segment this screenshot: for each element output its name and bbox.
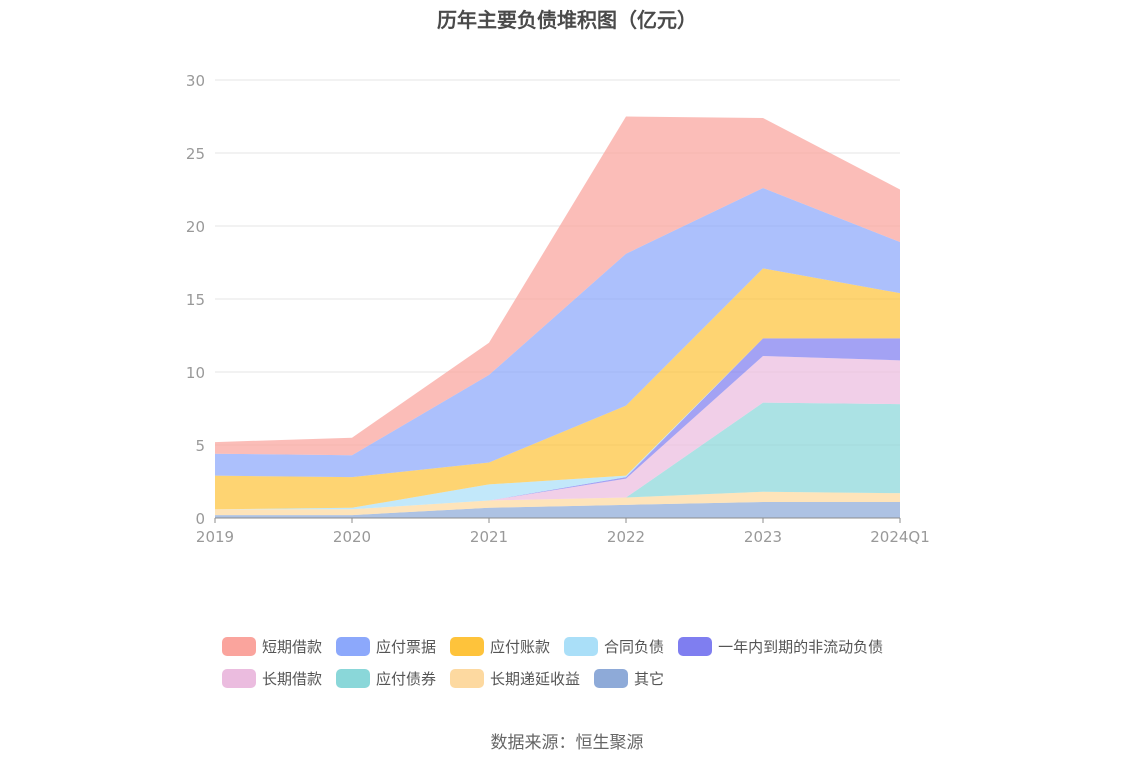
legend-label: 应付债券 <box>376 669 437 688</box>
legend-swatch <box>222 668 256 688</box>
chart-title: 历年主要负债堆积图（亿元） <box>437 8 697 32</box>
legend-swatch <box>678 636 713 656</box>
area-series-2 <box>215 402 900 510</box>
area-series-3 <box>215 355 900 510</box>
x-tick-label: 2022 <box>607 528 645 546</box>
legend-item-current-portion-noncurrent[interactable]: 一年内到期的非流动负债 <box>678 636 883 657</box>
data-source: 数据来源：恒生聚源 <box>490 733 644 753</box>
y-tick-label: 30 <box>186 72 205 90</box>
legend-row-1: 短期借款 应付票据 应付账款 合同负债 一年内到期的非流动负债 <box>222 630 942 662</box>
x-tick-label: 2020 <box>333 528 371 546</box>
legend-label: 应付票据 <box>376 637 437 656</box>
y-tick-label: 25 <box>186 145 205 163</box>
area-series-1 <box>215 491 900 516</box>
y-tick-label: 10 <box>186 364 205 382</box>
legend-item-others[interactable]: 其它 <box>594 668 664 689</box>
legend-label: 短期借款 <box>262 637 323 656</box>
stacked-area-chart: 0 5 10 15 20 25 30 2019 2020 2021 2022 2023 2024Q1 <box>186 72 930 546</box>
legend: 短期借款 应付票据 应付账款 合同负债 一年内到期的非流动负债 长期借款 应付债… <box>222 630 942 694</box>
y-tick-label: 15 <box>186 291 205 309</box>
legend-swatch <box>336 636 371 656</box>
area-series-4 <box>215 338 900 510</box>
legend-item-notes-payable[interactable]: 应付票据 <box>336 636 436 657</box>
area-series-6 <box>215 268 900 510</box>
legend-item-long-term-loans[interactable]: 长期借款 <box>222 668 322 689</box>
legend-item-deferred-income[interactable]: 长期递延收益 <box>450 668 580 689</box>
y-tick-label: 20 <box>186 218 205 236</box>
legend-row-2: 长期借款 应付债券 长期递延收益 其它 <box>222 662 942 694</box>
legend-label: 一年内到期的非流动负债 <box>718 637 884 656</box>
legend-item-short-term-loans[interactable]: 短期借款 <box>222 636 322 657</box>
legend-swatch <box>336 668 371 688</box>
area-series-7 <box>215 188 900 478</box>
x-tick-label: 2024Q1 <box>870 528 930 546</box>
legend-label: 其它 <box>634 669 665 688</box>
legend-swatch <box>450 668 485 688</box>
legend-item-accounts-payable[interactable]: 应付账款 <box>450 636 550 657</box>
legend-swatch <box>594 668 629 688</box>
x-tick-label: 2023 <box>744 528 782 546</box>
x-tick-label: 2019 <box>196 528 234 546</box>
legend-swatch <box>222 636 256 656</box>
legend-item-bonds-payable[interactable]: 应付债券 <box>336 668 436 689</box>
legend-label: 长期借款 <box>262 669 323 688</box>
legend-swatch <box>450 636 485 656</box>
legend-label: 合同负债 <box>604 637 665 656</box>
area-series-8 <box>215 116 900 456</box>
legend-item-contract-liabilities[interactable]: 合同负债 <box>564 636 664 657</box>
legend-label: 应付账款 <box>490 637 551 656</box>
legend-swatch <box>564 636 599 656</box>
y-tick-label: 5 <box>195 437 205 455</box>
area-series-0 <box>215 501 900 518</box>
legend-label: 长期递延收益 <box>490 669 581 688</box>
y-tick-label: 0 <box>195 510 205 528</box>
x-tick-label: 2021 <box>470 528 508 546</box>
